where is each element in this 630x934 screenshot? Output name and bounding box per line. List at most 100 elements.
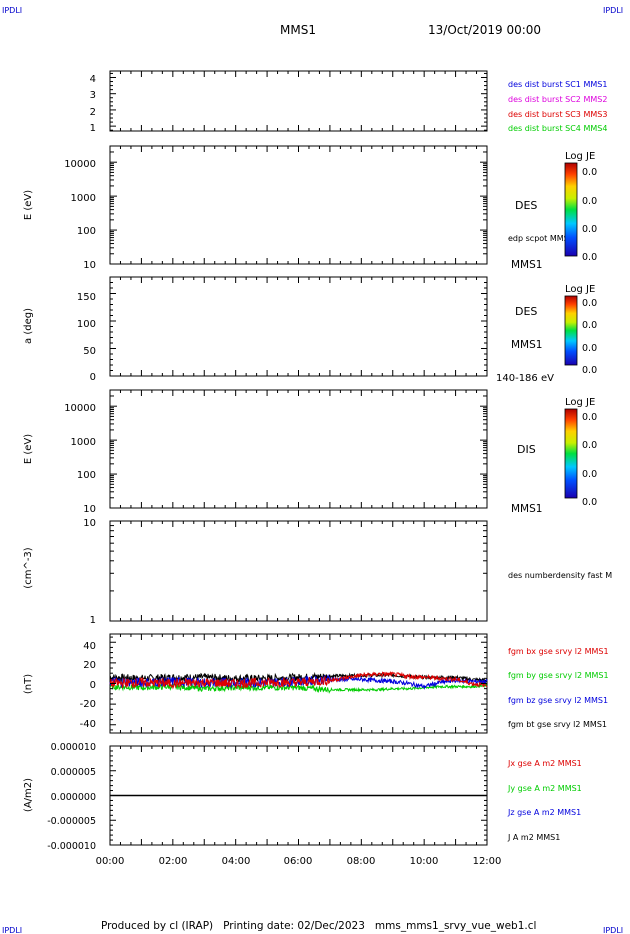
panel-1-legend-sc1: des dist burst SC1 MMS1 <box>508 80 607 89</box>
panel-6-ytick-label: 0 <box>90 680 96 691</box>
x-tick-label: 12:00 <box>473 856 502 867</box>
panel-3-instrument: DES <box>515 305 537 318</box>
panel-7-legend-jz: Jz gse A m2 MMS1 <box>507 808 581 817</box>
panel-3-colorbar-tick: 0.0 <box>582 365 597 376</box>
panel-6-ytick-label: -40 <box>80 719 96 730</box>
panel-3-colorbar-tick: 0.0 <box>582 320 597 331</box>
panel-6-ytick-label: 40 <box>83 641 96 652</box>
panel-6-ytick-label: 20 <box>83 660 96 671</box>
panel-3-ytick-label: 150 <box>77 292 96 303</box>
panel-2-des-energy-spectrogram: 10000 1000 100 10 E (eV) DES edp scpot M… <box>23 145 597 271</box>
panel-3-colorbar-gradient <box>564 295 578 366</box>
panel-6-legend-by: fgm by gse srvy l2 MMS1 <box>508 671 609 680</box>
panel-5-ytick-label: 10 <box>83 518 96 529</box>
panel-4-colorbar-tick: 0.0 <box>582 469 597 480</box>
panel-1-ytick-label: 4 <box>90 74 96 85</box>
panel-1-yticks: 4 3 2 1 <box>90 74 96 134</box>
x-tick-label: 06:00 <box>284 856 313 867</box>
panel-3-ylabel: a (deg) <box>23 308 34 344</box>
panel-4-ytick-label: 100 <box>77 470 96 481</box>
panel-4-colorbar-tick: 0.0 <box>582 412 597 423</box>
panel-7-ytick-label: -0.000010 <box>47 841 96 852</box>
x-tick-label: 10:00 <box>410 856 439 867</box>
panel-2-colorbar-title: Log JE <box>565 151 595 162</box>
panel-4-ytick-label: 1000 <box>71 437 96 448</box>
panel-3-ytick-label: 0 <box>90 372 96 383</box>
panel-2-colorbar-tick: 0.0 <box>582 167 597 178</box>
panel-4-instrument: DIS <box>517 443 536 456</box>
panel-3-colorbar-tick: 0.0 <box>582 298 597 309</box>
panel-4-spacecraft-label: MMS1 <box>511 503 542 515</box>
panel-3-spacecraft-label: MMS1 <box>511 339 542 351</box>
panel-1-ytick-label: 1 <box>90 123 96 134</box>
panel-4-colorbar-gradient <box>564 408 578 499</box>
panel-6-series-group <box>109 670 488 694</box>
axis-ticks <box>109 71 488 846</box>
panel-4-colorbar-tick: 0.0 <box>582 497 597 508</box>
panel-5-legend: des numberdensity fast M <box>508 571 612 580</box>
panel-7-ytick-label: 0.000000 <box>51 792 96 803</box>
panel-2-ytick-label: 10 <box>83 260 96 271</box>
panel-4-colorbar-title: Log JE <box>565 397 595 408</box>
panel-4-colorbar-tick: 0.0 <box>582 440 597 451</box>
panel-2-spacecraft-label: MMS1 <box>511 259 542 271</box>
panel-4-ytick-label: 10 <box>83 504 96 515</box>
x-tick-label: 08:00 <box>347 856 376 867</box>
panel-7-ytick-label: -0.000005 <box>47 816 96 827</box>
panel-3-ytick-label: 100 <box>77 319 96 330</box>
spacecraft-title: MMS1 <box>280 23 316 37</box>
panel-7-legend-jy: Jy gse A m2 MMS1 <box>507 784 582 793</box>
panel-5-ylabel: (cm^-3) <box>23 547 34 588</box>
x-tick-label: 00:00 <box>96 856 125 867</box>
panel-1-legend-sc2: des dist burst SC2 MMS2 <box>508 95 607 104</box>
panel-4-colorbar: Log JE 0.0 0.0 0.0 0.0 <box>564 397 597 508</box>
panel-7-current-density: 0.000010 0.000005 0.000000 -0.000005 -0.… <box>23 742 582 867</box>
panel-2-instrument: DES <box>515 199 537 212</box>
panel-4-ylabel: E (eV) <box>23 434 34 464</box>
panel-3-colorbar-title: Log JE <box>565 284 595 295</box>
corner-label-top-left: IPDLI <box>2 6 22 15</box>
panel-7-legend-j: J A m2 MMS1 <box>507 833 560 842</box>
panel-2-colorbar-tick: 0.0 <box>582 224 597 235</box>
panel-2-colorbar-gradient <box>564 162 578 257</box>
panel-6-ytick-label: -20 <box>80 699 96 710</box>
x-tick-label: 02:00 <box>159 856 188 867</box>
panel-1-ytick-label: 3 <box>90 90 96 101</box>
corner-label-bottom-left: IPDLI <box>2 926 22 934</box>
panel-6-series-line <box>109 674 488 690</box>
corner-label-bottom-right: IPDLI <box>603 926 623 934</box>
panel-2-ylabel: E (eV) <box>23 190 34 220</box>
panel-6-legend-bz: fgm bz gse srvy l2 MMS1 <box>508 696 608 705</box>
date-title: 13/Oct/2019 00:00 <box>428 23 541 37</box>
panel-2-colorbar-tick: 0.0 <box>582 196 597 207</box>
panel-5-ytick-label: 1 <box>90 615 96 626</box>
panel-1-legend-sc4: des dist burst SC4 MMS4 <box>508 124 607 133</box>
panel-3-energy-range: 140-186 eV <box>496 373 554 384</box>
panel-4-ytick-label: 10000 <box>64 403 96 414</box>
panel-7-ylabel: (A/m2) <box>23 778 34 812</box>
panel-2-overlay-label: edp scpot MMS1 <box>508 234 574 243</box>
panel-2-ytick-label: 1000 <box>71 193 96 204</box>
panel-3-colorbar-tick: 0.0 <box>582 343 597 354</box>
panel-7-ytick-label: 0.000010 <box>51 742 96 753</box>
x-tick-label: 04:00 <box>222 856 251 867</box>
panel-6-legend-bt: fgm bt gse srvy l2 MMS1 <box>508 720 607 729</box>
panel-6-series-line <box>109 670 488 690</box>
panel-6-ylabel: (nT) <box>23 674 34 694</box>
panel-3-des-pitch-angle: 150 100 50 0 a (deg) DES MMS1 140-186 eV… <box>23 276 597 384</box>
panel-6-legend-bx: fgm bx gse srvy l2 MMS1 <box>508 647 609 656</box>
footer-credit: Produced by cl (IRAP) Printing date: 02/… <box>101 920 536 932</box>
panel-2-colorbar-tick: 0.0 <box>582 252 597 263</box>
panel-3-ytick-label: 50 <box>83 346 96 357</box>
panel-5-number-density: 10 1 (cm^-3) des numberdensity fast M <box>23 518 612 626</box>
corner-label-top-right: IPDLI <box>603 6 623 15</box>
panel-2-ytick-label: 10000 <box>64 159 96 170</box>
panel-7-ytick-label: 0.000005 <box>51 767 96 778</box>
panel-4-dis-energy-spectrogram: 10000 1000 100 10 E (eV) DIS MMS1 Log JE… <box>23 389 597 515</box>
panel-1-ytick-label: 2 <box>90 107 96 118</box>
panel-1-burst-availability: 4 3 2 1 des dist burst SC1 MMS1 des dist… <box>90 70 607 134</box>
panel-3-colorbar: Log JE 0.0 0.0 0.0 0.0 <box>564 284 597 376</box>
panel-7-legend-jx: Jx gse A m2 MMS1 <box>507 759 582 768</box>
panel-1-legend-sc3: des dist burst SC3 MMS3 <box>508 110 607 119</box>
